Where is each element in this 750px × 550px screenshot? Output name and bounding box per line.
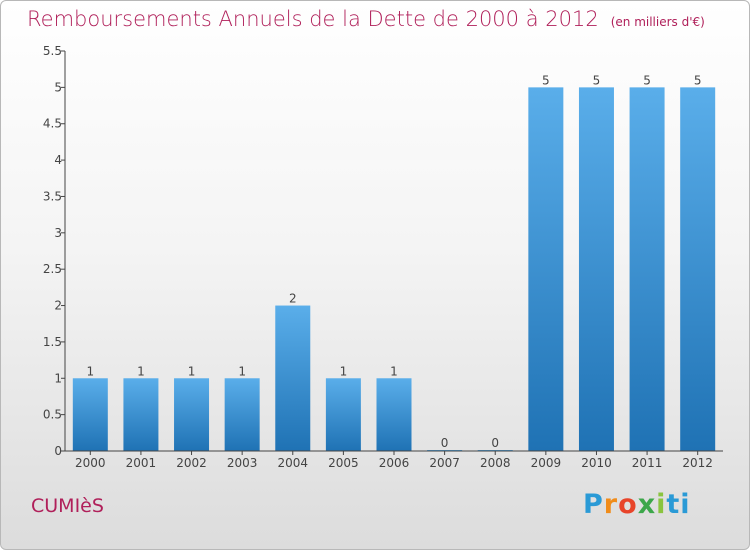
bar	[325, 378, 361, 451]
x-tick-label: 2000	[75, 456, 106, 470]
y-axis: 0 0.5 1 1.5 2 2.5 3 3.5 4 4.5 5 5.5	[43, 44, 66, 458]
bar-data-label: 0	[491, 436, 499, 450]
x-tick-label: 2004	[277, 456, 308, 470]
logo-letter: i	[656, 489, 667, 520]
bar	[275, 305, 311, 451]
x-tick-label: 2002	[176, 456, 207, 470]
logo-letter: x	[637, 489, 657, 520]
proxiti-logo: Proxiti	[583, 489, 691, 520]
chart-title: Remboursements Annuels de la Dette de 20…	[27, 7, 705, 31]
bar	[629, 87, 665, 451]
x-tick-label: 2006	[379, 456, 410, 470]
bar-data-label: 5	[694, 73, 702, 87]
bar	[578, 87, 614, 451]
logo-letter: i	[680, 489, 691, 520]
x-tick-label: 2008	[480, 456, 511, 470]
x-tick-label: 2009	[531, 456, 562, 470]
y-tick-label: 1	[54, 371, 62, 385]
y-tick-label: 3.5	[43, 189, 62, 203]
chart-title-text: Remboursements Annuels de la Dette de 20…	[27, 7, 599, 31]
x-tick-label: 2011	[632, 456, 663, 470]
bar-data-label: 5	[542, 73, 550, 87]
x-tick-label: 2005	[328, 456, 359, 470]
y-tick-label: 1.5	[43, 335, 62, 349]
bar-data-label: 1	[86, 364, 94, 378]
logo-letter: r	[603, 489, 619, 520]
logo-letter: t	[666, 489, 681, 520]
bar	[528, 87, 564, 451]
bars: 1 1 1 1 2 1 1 0 0 5 5 5 5	[72, 73, 716, 451]
bar	[376, 378, 412, 451]
bar-data-label: 2	[289, 292, 297, 306]
logo-letter: P	[583, 489, 604, 520]
bar-data-label: 5	[643, 73, 651, 87]
y-tick-label: 2	[54, 299, 62, 313]
bar-data-label: 0	[441, 436, 449, 450]
bar-data-label: 1	[188, 364, 196, 378]
y-tick-label: 3	[54, 226, 62, 240]
y-tick-label: 0.5	[43, 408, 62, 422]
x-tick-label: 2003	[227, 456, 258, 470]
x-tick-label: 2012	[682, 456, 713, 470]
y-tick-label: 2.5	[43, 262, 62, 276]
bar	[72, 378, 108, 451]
y-tick-label: 4.5	[43, 117, 62, 131]
logo-letter: o	[618, 489, 638, 520]
bar	[123, 378, 159, 451]
bar-data-label: 5	[593, 73, 601, 87]
commune-name: CUMIèS	[31, 495, 104, 517]
bar-data-label: 1	[390, 364, 398, 378]
x-tick-label: 2010	[581, 456, 612, 470]
y-tick-label: 0	[54, 444, 62, 458]
bar-data-label: 1	[238, 364, 246, 378]
bar	[680, 87, 716, 451]
chart-unit-text: (en milliers d'€)	[610, 15, 705, 29]
bar	[174, 378, 210, 451]
bar	[224, 378, 260, 451]
x-tick-label: 2001	[126, 456, 157, 470]
x-axis: 2000 2001 2002 2003 2004 2005 2006 2007 2008 2009…	[65, 450, 723, 470]
y-tick-label: 5	[54, 80, 62, 94]
y-tick-label: 5.5	[43, 44, 62, 58]
x-tick-label: 2007	[429, 456, 460, 470]
bar-data-label: 1	[137, 364, 145, 378]
y-tick-label: 4	[54, 153, 62, 167]
bar-data-label: 1	[340, 364, 348, 378]
